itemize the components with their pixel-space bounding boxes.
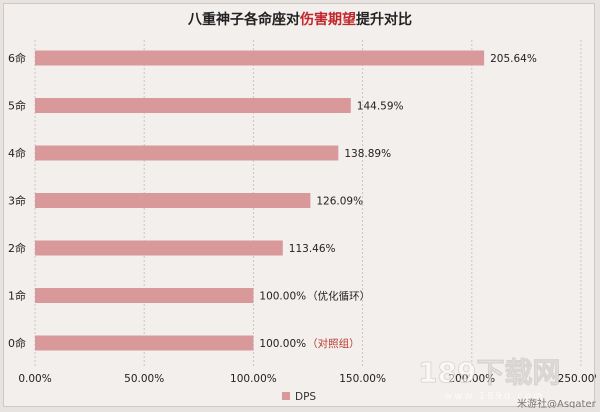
- watermark-site-name: 189下载网: [418, 356, 560, 389]
- category-label: 4命: [8, 146, 26, 160]
- data-label-value: 205.64%: [490, 53, 537, 65]
- data-label-value: 113.46%: [289, 243, 336, 255]
- data-label-annotation: （优化循环）: [307, 290, 370, 303]
- bar: [35, 335, 254, 351]
- legend-label: DPS: [295, 391, 316, 403]
- bar: [35, 50, 485, 66]
- x-tick-label: 200.00%: [448, 373, 495, 385]
- x-tick-label: 250.00%: [558, 373, 596, 385]
- data-label: 205.64%: [490, 53, 537, 65]
- watermark-site-url: www.189d.com: [444, 391, 545, 402]
- bar: [35, 288, 254, 303]
- category-label: 2命: [8, 241, 26, 255]
- data-label: 113.46%: [289, 243, 336, 255]
- bars: [35, 50, 485, 351]
- bar: [35, 145, 339, 161]
- category-label: 6命: [8, 51, 26, 65]
- x-tick-label: 150.00%: [339, 373, 386, 385]
- data-label-annotation: （对照组）: [307, 337, 360, 350]
- data-label-value: 126.09%: [316, 196, 363, 208]
- bar: [35, 193, 311, 208]
- data-label-value: 100.00%: [259, 338, 306, 350]
- category-label: 0命: [8, 336, 26, 350]
- chart-frame: 八重神子各命座对伤害期望提升对比 0.00% 50.00% 100.00% 150.0…: [3, 3, 596, 408]
- category-label: 1命: [8, 289, 26, 303]
- bar: [35, 98, 351, 113]
- x-tick-label: 0.00%: [18, 373, 51, 385]
- chart-title-part: 提升对比: [356, 11, 412, 28]
- data-label: 144.59%: [357, 101, 404, 113]
- x-tick-label: 100.00%: [230, 373, 277, 385]
- category-label: 3命: [8, 194, 26, 208]
- labels: 0.00% 50.00% 100.00% 150.00% 200.00% 250.00% 6…: [8, 51, 596, 385]
- legend-swatch: [282, 392, 290, 400]
- data-label-value: 100.00%: [259, 291, 306, 303]
- data-label: 100.00%（对照组）: [259, 337, 359, 350]
- chart-title: 八重神子各命座对伤害期望提升对比: [187, 11, 412, 28]
- data-label-value: 144.59%: [357, 101, 404, 113]
- category-label: 5命: [8, 99, 26, 113]
- bar: [35, 240, 283, 256]
- data-label-value: 138.89%: [344, 148, 391, 160]
- watermark: 米游社@Asgater 189下载网 www.189d.com: [418, 356, 596, 408]
- legend: DPS: [282, 391, 316, 403]
- chart-title-part: 八重神子各命座对: [187, 11, 300, 28]
- data-label: 100.00%（优化循环）: [259, 290, 370, 303]
- data-label: 138.89%: [344, 148, 391, 160]
- data-label: 126.09%: [316, 196, 363, 208]
- watermark-credit: 米游社@Asgater: [517, 397, 596, 408]
- chart-title-part: 伤害期望: [299, 11, 356, 28]
- chart-svg: 八重神子各命座对伤害期望提升对比 0.00% 50.00% 100.00% 150.0…: [8, 11, 596, 408]
- x-tick-label: 50.00%: [124, 373, 164, 385]
